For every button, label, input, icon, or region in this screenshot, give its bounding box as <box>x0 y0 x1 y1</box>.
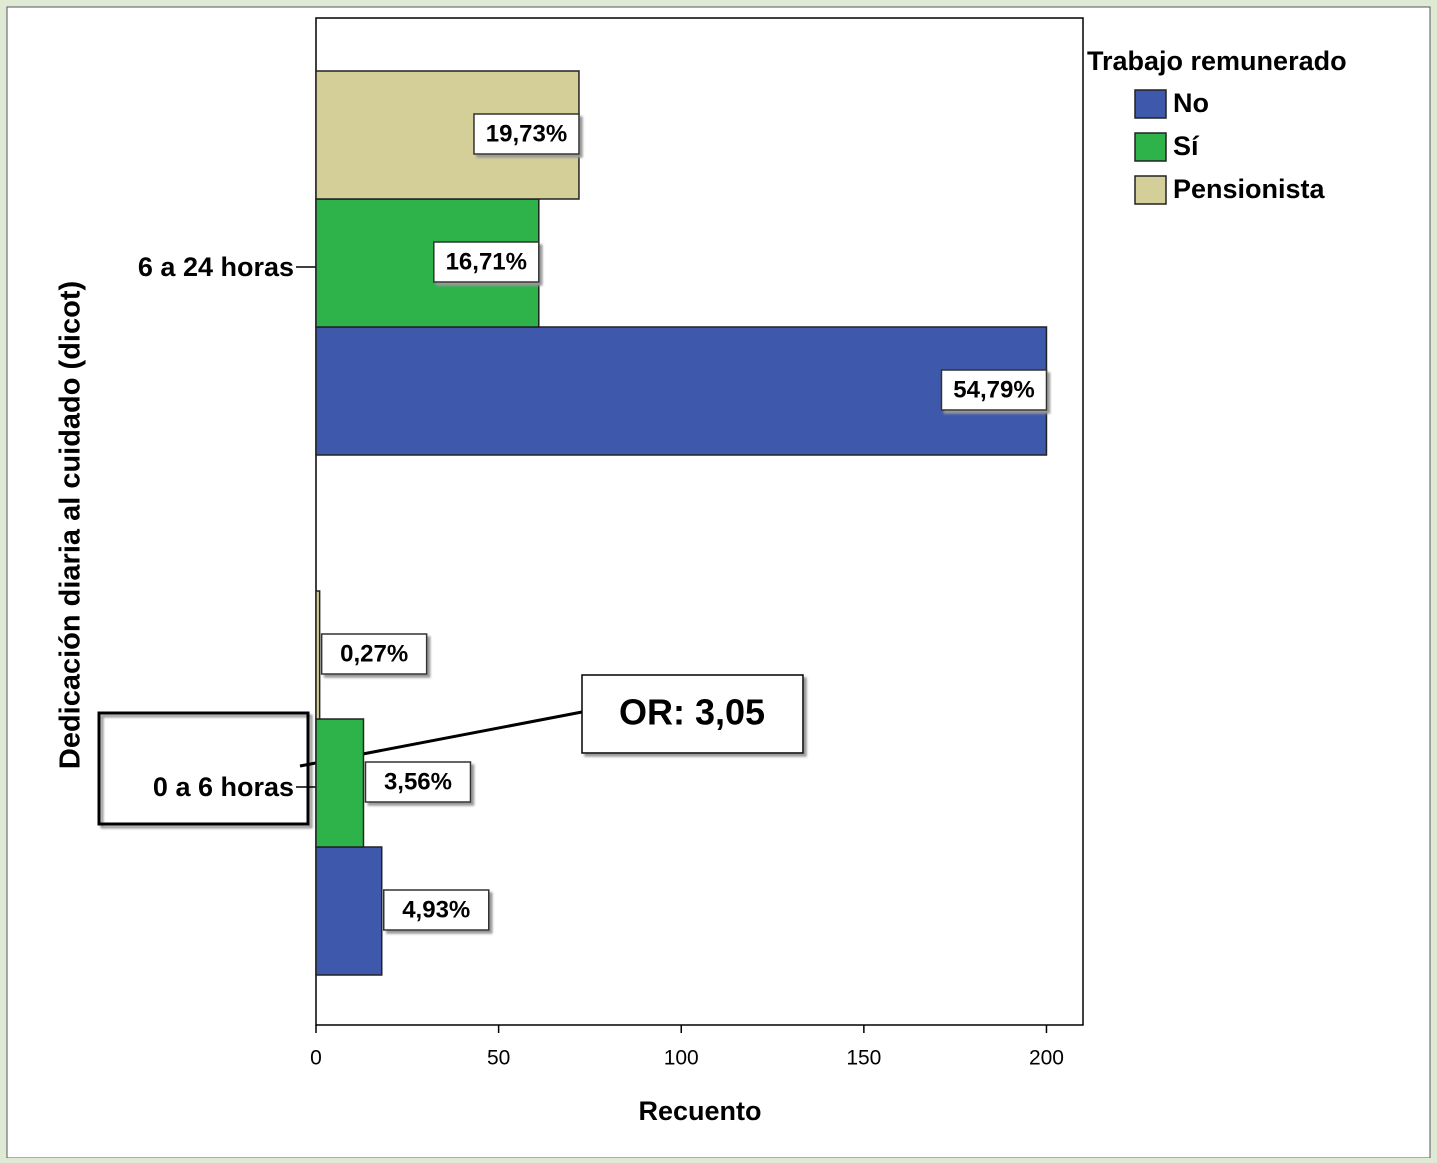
x-tick-label: 0 <box>310 1047 322 1070</box>
x-axis-title: Recuento <box>638 1096 761 1126</box>
bar <box>315 718 365 848</box>
value-label-box <box>473 113 580 155</box>
annotation: OR: 3,05 <box>619 692 765 733</box>
x-tick-label: 50 <box>487 1047 510 1070</box>
value-label-box <box>433 241 540 283</box>
legend-swatch <box>1134 175 1167 205</box>
value-label: 0,27% <box>340 640 408 667</box>
bar <box>315 846 383 976</box>
legend-label: Pensionista <box>1173 174 1326 204</box>
legend-swatch <box>1134 132 1167 162</box>
value-label: 54,79% <box>953 376 1034 403</box>
x-tick-label: 100 <box>664 1047 699 1070</box>
bar <box>315 326 1048 456</box>
y-tick-label: 0 a 6 horas <box>153 772 294 802</box>
value-label: 4,93% <box>402 896 470 923</box>
value-label: 16,71% <box>446 248 527 275</box>
annotation-box <box>581 674 804 754</box>
legend-swatch <box>1134 89 1167 119</box>
value-label: 19,73% <box>486 120 567 147</box>
bar <box>315 590 321 720</box>
highlight-box <box>97 711 310 826</box>
value-label-box <box>382 889 490 931</box>
x-tick-label: 150 <box>846 1047 881 1070</box>
y-tick-label: 6 a 24 horas <box>138 252 294 282</box>
legend-title: Trabajo remunerado <box>1087 46 1347 76</box>
legend-label: No <box>1173 88 1209 118</box>
y-axis-title: Dedicación diaria al cuidado (dicot) <box>55 281 87 769</box>
x-tick-label: 200 <box>1029 1047 1064 1070</box>
value-label-box <box>364 761 472 803</box>
legend-label: Sí <box>1173 131 1200 161</box>
value-label-box <box>940 369 1048 411</box>
value-label-box <box>320 633 428 675</box>
value-label: 3,56% <box>384 768 452 795</box>
